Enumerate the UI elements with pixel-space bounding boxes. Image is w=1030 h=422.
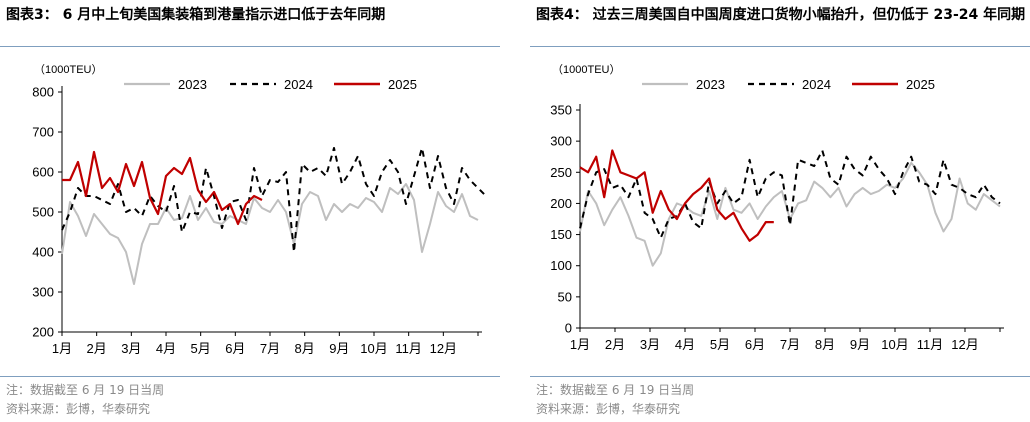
y-tick-label: 250 <box>550 165 572 180</box>
title-rule-left <box>0 46 500 47</box>
x-tick-label: 11月 <box>395 341 422 356</box>
x-tick-label: 10月 <box>881 337 908 352</box>
series-line-2025 <box>62 150 263 226</box>
x-tick-label: 2月 <box>605 337 625 352</box>
chart-note-left: 注：数据截至 6 月 19 日当周 <box>6 383 165 397</box>
x-tick-label: 7月 <box>260 341 280 356</box>
y-tick-label: 500 <box>32 205 54 220</box>
x-tick-label: 9月 <box>850 337 870 352</box>
x-tick-label: 8月 <box>295 341 315 356</box>
y-tick-label: 200 <box>32 325 54 340</box>
x-tick-label: 1月 <box>52 341 72 356</box>
legend-label-2024: 2024 <box>284 77 313 92</box>
y-tick-label: 150 <box>550 227 572 242</box>
y-tick-label: 0 <box>565 321 572 336</box>
x-tick-label: 2月 <box>87 341 107 356</box>
china-imports-chart: （1000TEU） 0 50 100 150 200 250 300 350 1月 2月 3月 4月 5月… <box>550 63 1004 352</box>
y-tick-label: 400 <box>32 245 54 260</box>
y-unit-label: （1000TEU） <box>552 63 620 76</box>
y-tick-label: 700 <box>32 125 54 140</box>
y-unit-label: （1000TEU） <box>34 63 102 76</box>
series-line-2024 <box>579 149 1001 239</box>
chart-title-right: 图表4： 过去三周美国自中国周度进口货物小幅抬升，但仍低于 23-24 年同期 <box>536 7 1026 23</box>
chart-source-left: 资料来源：彭博，华泰研究 <box>6 402 151 416</box>
footer-rule-left <box>0 376 500 377</box>
x-tick-label: 9月 <box>329 341 349 356</box>
x-tick-label: 5月 <box>191 341 211 356</box>
footer-rule-right <box>530 376 1030 377</box>
x-tick-label: 12月 <box>951 337 978 352</box>
title-rule-right <box>530 46 1030 47</box>
x-tick-label: 11月 <box>917 337 944 352</box>
x-tick-label: 4月 <box>675 337 695 352</box>
x-tick-label: 8月 <box>815 337 835 352</box>
y-tick-label: 50 <box>558 289 572 304</box>
legend-label-2025: 2025 <box>906 77 935 92</box>
x-tick-label: 6月 <box>225 341 245 356</box>
x-tick-label: 4月 <box>156 341 176 356</box>
y-tick-label: 100 <box>550 258 572 273</box>
y-tick-label: 300 <box>550 134 572 149</box>
x-tick-label: 3月 <box>640 337 660 352</box>
x-tick-label: 10月 <box>360 341 387 356</box>
chart-panel-right: 图表4： 过去三周美国自中国周度进口货物小幅抬升，但仍低于 23-24 年同期 … <box>530 0 1030 422</box>
y-tick-label: 800 <box>32 85 54 100</box>
series-line-2025 <box>579 149 774 242</box>
legend-label-2023: 2023 <box>178 77 207 92</box>
chart-note-right: 注：数据截至 6 月 19 日当周 <box>536 383 695 397</box>
legend-label-2025: 2025 <box>388 77 417 92</box>
x-tick-label: 5月 <box>710 337 730 352</box>
container-arrivals-chart: （1000TEU） 200 300 400 500 600 700 800 1月 2月 3月 4月 5月… <box>32 63 487 356</box>
series-line-2023 <box>61 183 479 285</box>
legend-label-2023: 2023 <box>696 77 725 92</box>
chart-title-left: 图表3： 6 月中上旬美国集装箱到港量指示进口低于去年同期 <box>6 7 386 23</box>
x-tick-label: 3月 <box>121 341 141 356</box>
y-tick-label: 300 <box>32 285 54 300</box>
x-tick-label: 7月 <box>780 337 800 352</box>
y-tick-label: 350 <box>550 103 572 118</box>
series-line-2023 <box>579 161 1001 267</box>
chart-source-right: 资料来源：彭博，华泰研究 <box>536 402 681 416</box>
chart-panel-left: 图表3： 6 月中上旬美国集装箱到港量指示进口低于去年同期 （1000TEU） 2… <box>0 0 500 422</box>
y-tick-label: 600 <box>32 165 54 180</box>
legend-label-2024: 2024 <box>802 77 831 92</box>
y-tick-label: 200 <box>550 196 572 211</box>
series-line-2024 <box>61 147 487 253</box>
x-tick-label: 1月 <box>570 337 590 352</box>
x-tick-label: 12月 <box>430 341 457 356</box>
x-tick-label: 6月 <box>745 337 765 352</box>
